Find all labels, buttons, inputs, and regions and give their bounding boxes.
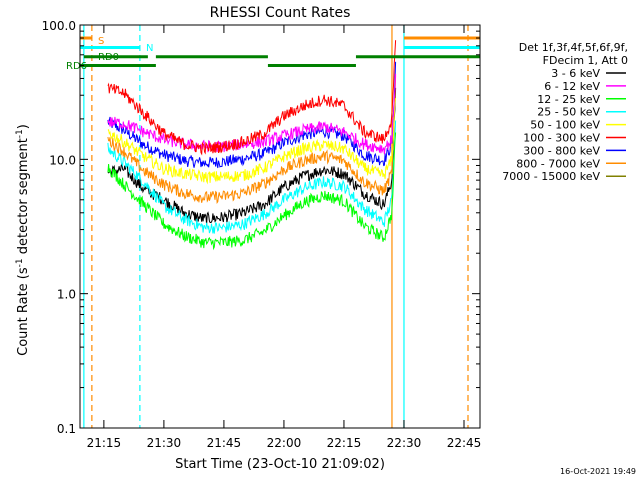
plot-frame (79, 24, 481, 429)
y-axis: 0.1 1.0 10.0 100.0 (42, 19, 480, 436)
series-line-50-100-kev (107, 98, 397, 185)
legend-label-800-7000-kev: 800 - 7000 keV (516, 157, 600, 170)
y-tick-label-3: 10.0 (49, 153, 76, 167)
legend-label-6-12-kev: 6 - 12 keV (544, 80, 600, 93)
series-line-12-25-kev (107, 132, 397, 251)
render-timestamp: 16-Oct-2021 19:49 (560, 467, 636, 476)
y-axis-label: Count Rate (s-1 detector segment-1) (15, 124, 31, 356)
legend: Det 1f,3f,4f,5f,6f,9f, FDecim 1, Att 0 3… (502, 41, 628, 183)
x-tick-label-3: 21:45 (207, 436, 242, 450)
y-axis-label-exponent-2: -1 (15, 129, 25, 138)
x-tick-label-1: 21:15 (87, 436, 122, 450)
legend-header-line-2: FDecim 1, Att 0 (543, 54, 628, 67)
series-line-800-7000-kev (107, 75, 397, 204)
legend-label-25-50-kev: 25 - 50 keV (537, 106, 600, 119)
status-label-n: N (146, 43, 153, 54)
y-tick-label-2: 1.0 (57, 288, 76, 302)
legend-label-100-300-kev: 100 - 300 keV (523, 132, 600, 145)
legend-header-line-1: Det 1f,3f,4f,5f,6f,9f, (519, 41, 628, 54)
series-line-100-300-kev (107, 40, 397, 156)
legend-label-7000-15000-kev: 7000 - 15000 keV (502, 170, 600, 183)
status-label-rd6: RD6 (66, 61, 87, 72)
x-axis-label: Start Time (23-Oct-10 21:09:02) (175, 457, 385, 472)
legend-label-50-100-kev: 50 - 100 keV (530, 119, 600, 132)
series-line-25-50-kev (107, 120, 397, 234)
legend-label-12-25-kev: 12 - 25 keV (537, 93, 600, 106)
status-label-rd0: RD0 (98, 52, 119, 63)
legend-label-3-6-kev: 3 - 6 keV (551, 67, 600, 80)
status-label-s: S (98, 36, 104, 47)
series-line-300-800-kev (107, 61, 397, 169)
y-tick-label-1: 0.1 (57, 422, 76, 436)
x-tick-label-4: 22:00 (267, 436, 302, 450)
series-line-3-6-kev (107, 87, 397, 225)
y-tick-label-4: 100.0 (42, 19, 76, 33)
x-tick-label-7: 22:45 (447, 436, 482, 450)
y-axis-label-end: ) (16, 124, 31, 129)
x-tick-label-2: 21:30 (147, 436, 182, 450)
x-axis: 21:15 21:30 21:45 22:00 22:15 22:30 22:45 (87, 25, 482, 450)
legend-label-300-800-kev: 300 - 800 keV (523, 144, 600, 157)
y-axis-label-tail: detector segment (16, 138, 31, 258)
x-tick-label-5: 22:15 (327, 436, 362, 450)
series-line-6-12-kev (107, 73, 397, 155)
y-axis-label-exponent: -1 (15, 258, 25, 267)
y-axis-label-main: Count Rate (s (16, 267, 31, 356)
plot-area: S N RD0 RD6 (66, 25, 480, 428)
x-tick-label-6: 22:30 (387, 436, 422, 450)
chart-title: RHESSI Count Rates (210, 5, 351, 21)
